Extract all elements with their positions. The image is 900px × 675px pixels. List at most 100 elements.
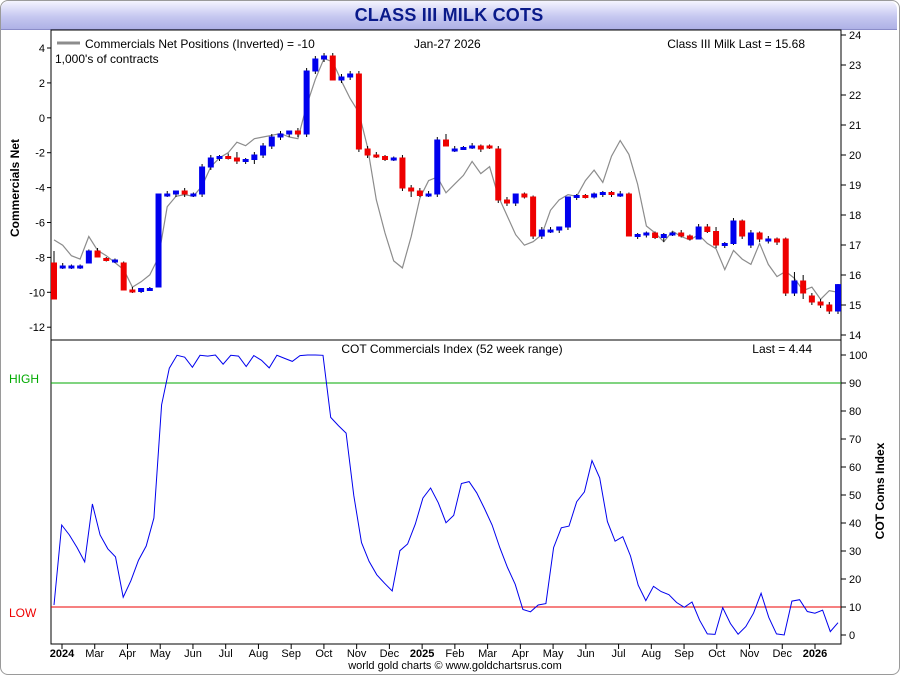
candle-body [172,190,179,195]
cot-index-line [53,354,839,636]
price-candle [573,194,580,200]
candle-body [443,139,449,147]
right-tick-label: 19 [849,180,861,192]
candle-body [164,193,171,197]
candle-body [521,193,528,198]
candle-body [669,232,676,236]
price-candle [704,224,711,233]
left-tick-label: -12 [29,322,45,334]
index-tick-label: 0 [849,630,855,642]
price-candle [399,155,406,191]
price-candle [68,264,75,269]
price-candle [312,56,319,74]
index-tick-label: 100 [849,350,867,362]
candle-body [538,229,545,237]
candle-body [364,148,371,156]
candle-body [120,262,127,291]
candle-body [190,193,197,197]
price-candle [294,128,301,137]
price-candle [782,237,789,296]
index-tick-label: 90 [849,378,861,390]
price-candle [730,218,737,245]
left-tick-label: 2 [39,78,45,90]
right-tick-label: 17 [849,240,861,252]
index-axis-title: COT Coms Index [873,442,887,539]
price-candle [625,192,632,237]
candle-body [756,232,763,240]
x-axis-ticks: 2024 Mar Apr May Jun Jul Aug Sep Oct Nov Dec 2025 Fe… [50,644,827,660]
x-tick-label: Apr [119,648,136,660]
price-candle [303,68,310,137]
units-label: 1,000's of contracts [55,52,159,66]
candle-body [111,259,118,263]
candle-body [51,262,57,300]
candle-body [599,192,606,195]
x-tick-label: Feb [445,648,464,660]
candle-body [591,193,598,198]
price-candle [94,248,101,258]
candle-body [129,289,136,293]
price-candles [51,53,841,314]
candle-body [321,55,328,60]
candle-body [695,226,702,240]
x-tick-label: Jul [219,648,233,660]
candle-body [782,238,789,294]
candle-body [582,195,589,198]
candle-body [791,280,798,294]
price-candle [443,134,449,147]
candle-body [617,193,624,197]
price-candle [111,258,118,263]
candle-body [416,190,423,196]
right-tick-label: 14 [849,330,861,342]
candle-body [286,130,293,135]
candle-body [556,226,563,231]
price-candle [835,284,841,314]
candle-body [573,195,580,198]
candle-body [277,133,284,138]
price-candle [329,53,336,81]
price-candle [808,293,815,305]
candle-body [835,284,841,312]
index-tick-label: 30 [849,546,861,558]
price-candle [582,194,589,199]
candle-body [503,199,510,204]
price-candle [286,130,293,137]
date-label: Jan-27 2026 [414,37,481,51]
price-candle [556,226,563,233]
price-candle [225,153,232,160]
price-candle [181,188,188,197]
candle-body [564,196,571,228]
x-tick-label: Nov [740,648,760,660]
low-label: LOW [9,606,37,620]
price-candle [486,144,493,149]
price-candle [408,185,415,197]
price-candle [425,191,432,197]
candle-body [399,157,406,189]
candle-body [608,192,615,195]
index-tick-label: 60 [849,462,861,474]
candle-body [625,193,632,237]
price-candle [216,155,223,161]
price-candle [138,288,145,293]
candle-body [68,265,75,269]
candle-body [800,280,807,294]
chart-title: CLASS III MILK COTS [354,5,544,25]
price-candle [774,237,781,245]
right-tick-label: 21 [849,120,861,132]
cot-index-series [53,354,839,636]
candle-body [181,190,188,195]
candle-body [77,265,84,269]
price-candle [460,146,467,150]
price-candle [120,261,127,291]
candle-body [390,157,397,161]
candle-body [747,232,754,246]
candle-body [199,166,206,195]
price-candle [686,234,693,241]
price-candle [51,251,57,300]
price-candle [347,71,354,80]
price-candle [495,146,502,203]
price-candle [469,143,476,149]
right-tick-label: 18 [849,210,861,222]
candle-body [294,130,301,135]
